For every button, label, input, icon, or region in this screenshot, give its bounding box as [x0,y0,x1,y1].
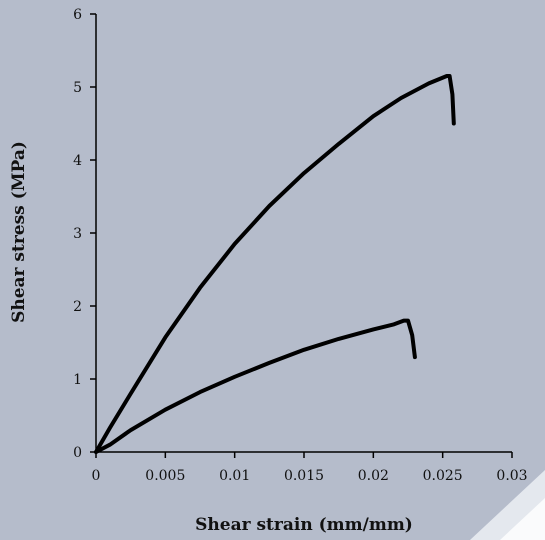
y-tick-label: 2 [73,299,82,315]
y-tick-label: 6 [73,7,82,23]
series-line-2 [94,318,417,454]
x-tick-label: 0 [92,468,101,484]
x-tick-label: 0.025 [423,468,463,484]
x-axis-title: Shear strain (mm/mm) [195,515,413,535]
x-tick-label: 0.02 [358,468,389,484]
y-tick-label: 1 [73,372,82,388]
y-tick-label: 3 [73,226,82,242]
y-tick-label: 0 [73,445,82,461]
labels-group: Shear strain (mm/mm) Shear stress (MPa) [9,141,413,535]
axes: 0 1 2 3 4 5 6 0 0.005 0.01 0.015 0.02 0.025 0.03 [73,7,528,484]
x-tick-label: 0.005 [145,468,185,484]
corner-decoration-inner [500,498,545,540]
y-tick-label: 5 [73,80,82,96]
x-tick-label: 0.03 [496,468,527,484]
x-tick-label: 0.015 [284,468,324,484]
x-tick-label: 0.01 [219,468,250,484]
series-line-1 [94,74,456,454]
y-axis-title: Shear stress (MPa) [9,141,29,323]
series-group [94,74,456,454]
y-tick-label: 4 [73,153,82,169]
